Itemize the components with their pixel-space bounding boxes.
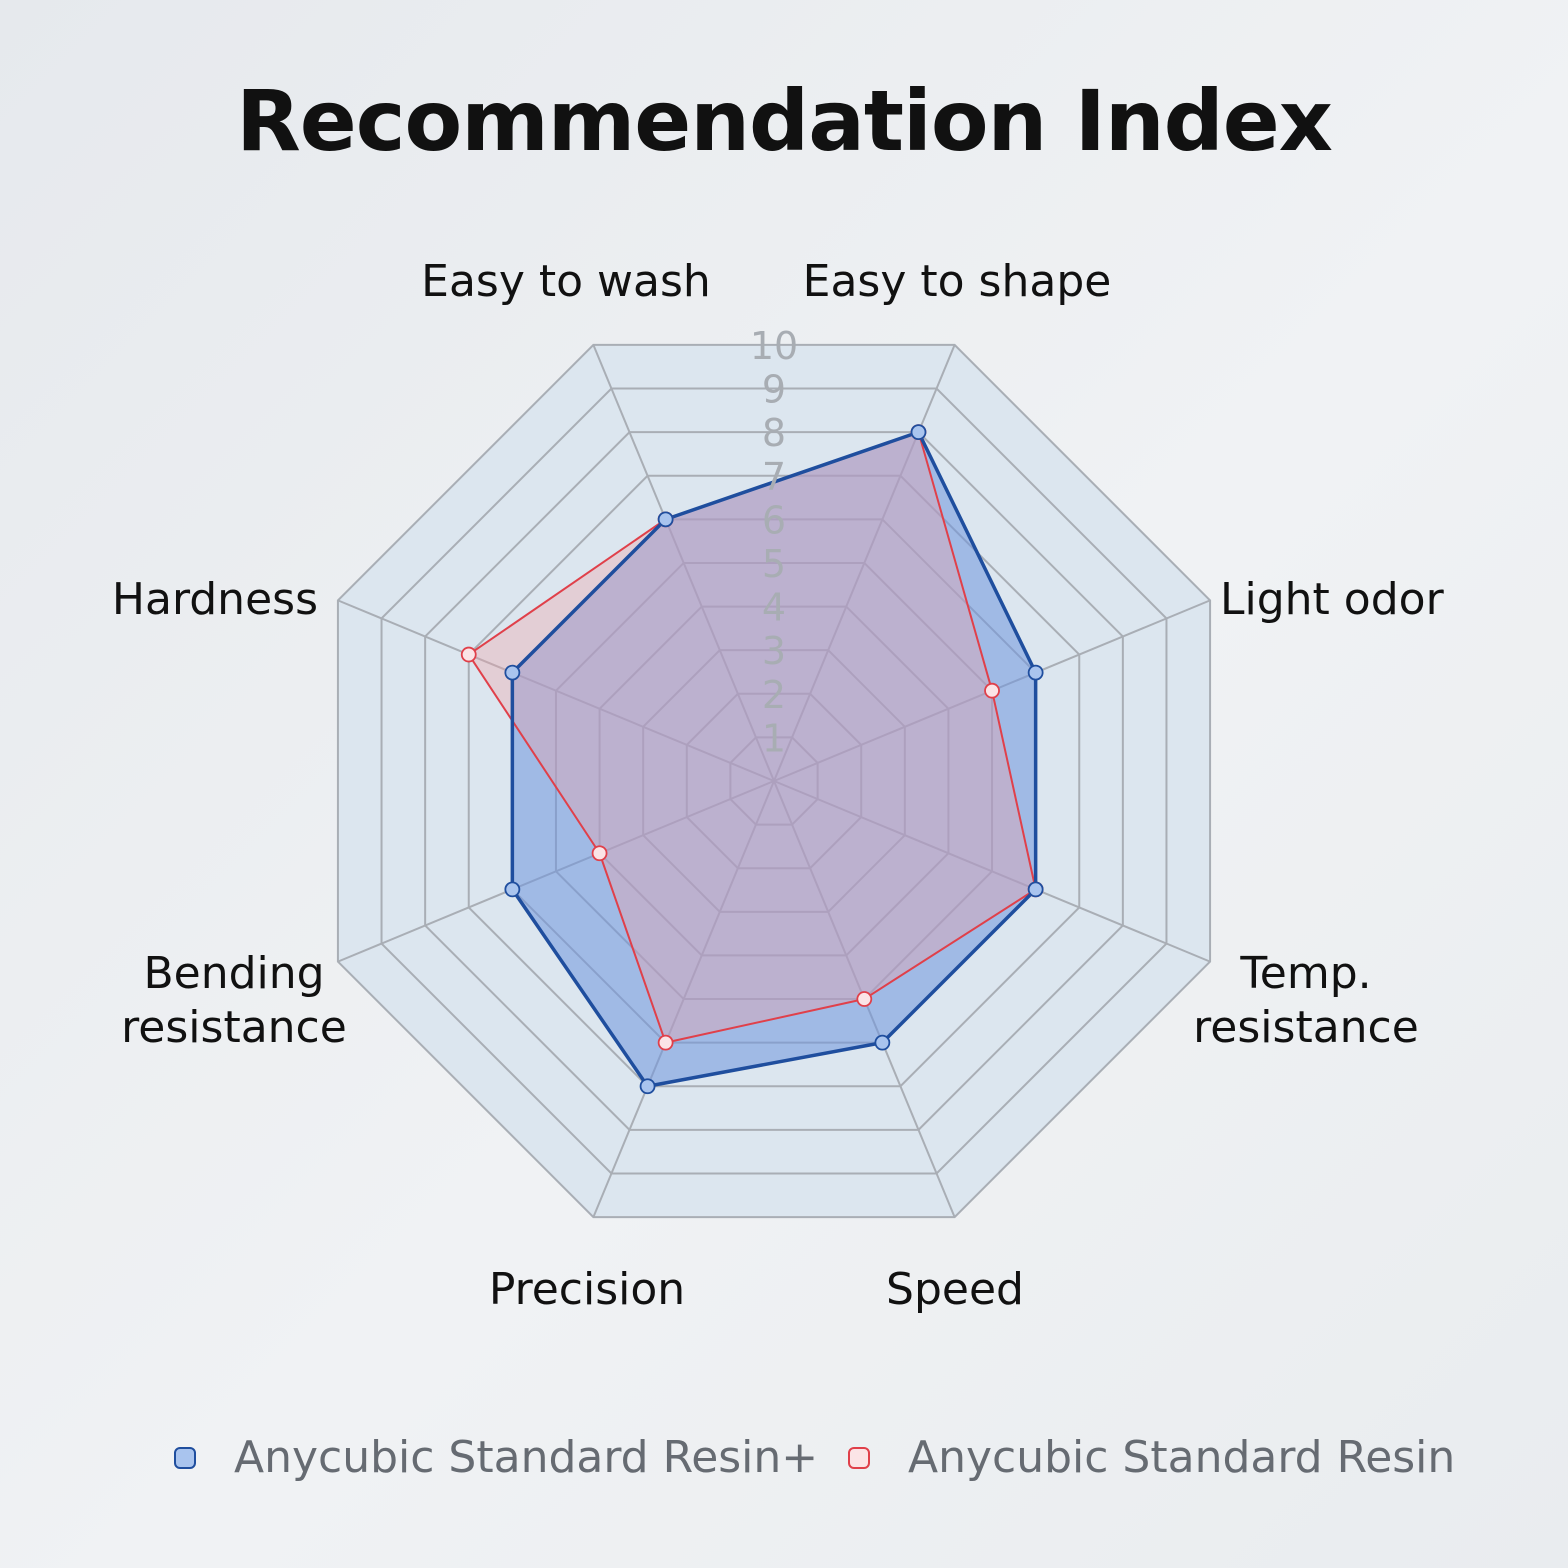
tick-label-4: 4 — [762, 586, 786, 630]
series-1-point-3 — [1027, 664, 1044, 681]
tick-label-5: 5 — [762, 542, 786, 586]
series-1-point-7 — [504, 881, 521, 898]
series-2-point-3 — [984, 682, 1000, 699]
axis-label-5: Speed — [886, 1264, 1024, 1315]
tick-label-10: 10 — [750, 324, 798, 368]
series-area-2 — [468, 432, 1036, 1043]
series-1-point-2 — [910, 424, 927, 441]
axis-label-8: Hardness — [112, 574, 318, 625]
tick-label-6: 6 — [762, 498, 786, 542]
legend-item-resin: Anycubic Standard Resin — [848, 1432, 1455, 1483]
tick-label-8: 8 — [762, 411, 786, 455]
series-2-point-5 — [856, 991, 873, 1007]
axis-label-6: Precision — [489, 1264, 685, 1315]
tick-label-3: 3 — [762, 629, 786, 673]
series-area-1 — [512, 432, 1036, 1087]
legend-label-resin: Anycubic Standard Resin — [908, 1432, 1456, 1483]
axis-label-1: Easy to wash — [421, 256, 711, 307]
axis-label-2: Easy to shape — [803, 256, 1112, 307]
series-1-point-6 — [639, 1078, 656, 1095]
legend-label-resin-plus: Anycubic Standard Resin+ — [234, 1432, 819, 1483]
series-2-point-8 — [460, 646, 477, 663]
tick-label-1: 1 — [762, 716, 786, 760]
axis-labels: Easy to wash Easy to shape Light odor Temp.… — [112, 256, 1445, 1315]
chart-title: Recommendation Index — [236, 72, 1333, 170]
legend: Anycubic Standard Resin+ Anycubic Standa… — [0, 1432, 1568, 1492]
series-1-point-1 — [657, 511, 674, 528]
axis-label-4: Temp. resistance — [1193, 948, 1419, 1053]
series-2-point-6 — [657, 1034, 674, 1051]
tick-label-9: 9 — [762, 368, 786, 412]
series-1-point-5 — [874, 1034, 891, 1051]
tick-label-2: 2 — [762, 673, 786, 717]
axis-label-3: Light odor — [1220, 574, 1445, 625]
series-2-point-7 — [591, 845, 608, 862]
series-layer — [460, 424, 1044, 1095]
legend-swatch-resin — [848, 1446, 870, 1469]
tick-label-7: 7 — [762, 455, 786, 499]
series-1-point-4 — [1027, 881, 1044, 898]
axis-label-7: Bending resistance — [121, 948, 347, 1053]
legend-item-resin-plus: Anycubic Standard Resin+ — [174, 1432, 818, 1483]
series-1-point-8 — [504, 664, 521, 681]
legend-swatch-resin-plus — [174, 1446, 196, 1469]
